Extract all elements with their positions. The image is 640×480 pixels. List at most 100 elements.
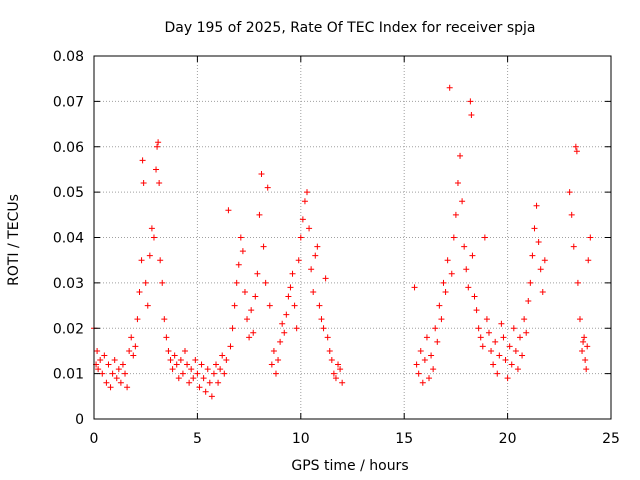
data-point (184, 361, 191, 368)
data-point (113, 375, 120, 382)
data-point (124, 384, 131, 391)
data-point (181, 347, 188, 354)
y-tick-label: 0.06 (53, 140, 84, 156)
data-point (194, 370, 201, 377)
data-point (221, 370, 228, 377)
data-point (101, 352, 108, 359)
data-point (421, 357, 428, 364)
data-point (235, 261, 242, 268)
data-point (167, 357, 174, 364)
data-point (502, 357, 509, 364)
x-tick-labels: 0 5 10 15 20 25 (90, 431, 620, 447)
data-point (134, 316, 141, 323)
data-point (448, 270, 455, 277)
data-point (227, 343, 234, 350)
data-point (535, 239, 542, 246)
data-point (533, 202, 540, 209)
data-point (332, 375, 339, 382)
x-tick-label: 5 (193, 431, 202, 447)
data-point (512, 347, 519, 354)
data-point (581, 334, 588, 341)
x-tick-label: 25 (602, 431, 620, 447)
data-point (270, 347, 277, 354)
data-point (250, 329, 257, 336)
data-point (165, 347, 172, 354)
data-point (293, 325, 300, 332)
data-point (277, 338, 284, 345)
data-point (97, 357, 104, 364)
data-point (471, 293, 478, 300)
data-point (213, 361, 220, 368)
data-point (450, 234, 457, 241)
data-point (128, 334, 135, 341)
data-point (469, 252, 476, 259)
data-point (156, 180, 163, 187)
data-point (99, 370, 106, 377)
data-point (241, 288, 248, 295)
data-point (492, 338, 499, 345)
y-tick-label: 0.03 (53, 276, 84, 292)
data-point (256, 211, 263, 218)
data-point (217, 366, 224, 373)
y-tick-label: 0.04 (53, 231, 84, 247)
data-point (579, 347, 586, 354)
data-point (291, 302, 298, 309)
data-point (231, 302, 238, 309)
data-point (494, 370, 501, 377)
data-point (192, 357, 199, 364)
y-tick-label: 0.05 (53, 185, 84, 201)
data-point (587, 234, 594, 241)
data-point (438, 316, 445, 323)
data-point (295, 257, 302, 264)
data-point (428, 352, 435, 359)
data-point (188, 366, 195, 373)
data-point (310, 288, 317, 295)
data-point (268, 361, 275, 368)
data-point (523, 329, 530, 336)
data-point (417, 347, 424, 354)
data-point (150, 234, 157, 241)
data-point (473, 307, 480, 314)
data-point (468, 111, 475, 118)
data-point (580, 338, 587, 345)
data-point (479, 343, 486, 350)
data-point (454, 180, 461, 187)
data-point (279, 320, 286, 327)
data-point (525, 298, 532, 305)
data-point (506, 343, 513, 350)
x-tick-label: 0 (90, 431, 99, 447)
x-tick-label: 15 (395, 431, 413, 447)
data-point (312, 252, 319, 259)
data-point (196, 384, 203, 391)
data-point (130, 352, 137, 359)
data-point (457, 152, 464, 159)
data-point (246, 334, 253, 341)
data-point (576, 316, 583, 323)
data-point (173, 361, 180, 368)
data-point (573, 148, 580, 155)
data-point (465, 284, 472, 291)
data-point (179, 370, 186, 377)
data-point (171, 352, 178, 359)
data-point (297, 234, 304, 241)
data-point (109, 370, 116, 377)
data-point (537, 266, 544, 273)
data-point (107, 384, 114, 391)
data-point (306, 225, 313, 232)
data-point (322, 275, 329, 282)
data-point (275, 357, 282, 364)
data-point (139, 157, 146, 164)
data-point (223, 357, 230, 364)
y-tick-label: 0.02 (53, 321, 84, 337)
data-point (157, 257, 164, 264)
data-point (335, 361, 342, 368)
axis-ticks (93, 55, 612, 420)
data-point (202, 388, 209, 395)
data-point (531, 225, 538, 232)
data-point (527, 279, 534, 286)
data-point (117, 379, 124, 386)
data-point (419, 379, 426, 386)
data-point (111, 357, 118, 364)
y-tick-label: 0.08 (53, 49, 84, 65)
data-point (289, 270, 296, 277)
